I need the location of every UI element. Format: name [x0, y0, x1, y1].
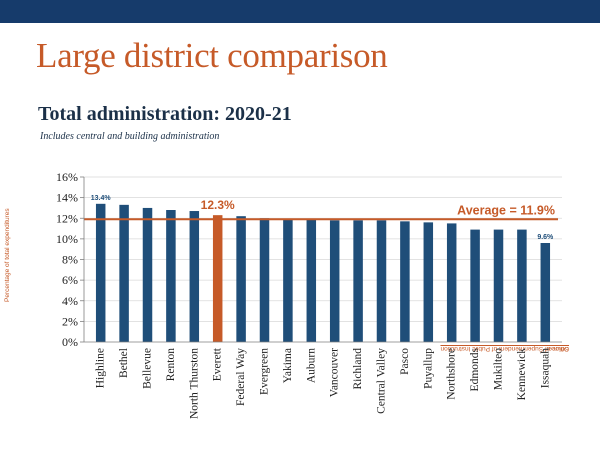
bar-vancouver	[329, 220, 340, 342]
y-tick-label: 2%	[62, 314, 78, 328]
bar-issaquah	[540, 243, 551, 342]
x-tick-label: Bethel	[118, 348, 130, 378]
y-tick-label: 8%	[62, 253, 78, 267]
chart-subtitle: Includes central and building administra…	[40, 131, 220, 142]
bar-richland	[353, 220, 363, 342]
x-tick-label: Puyallup	[422, 348, 434, 389]
data-label: 9.6%	[537, 234, 554, 241]
x-tick-label: Richland	[352, 348, 364, 390]
y-tick-label: 14%	[56, 191, 78, 205]
bar-central-valley	[376, 220, 387, 342]
x-tick-label: Bellevue	[142, 348, 154, 389]
x-tick-label: Federal Way	[235, 348, 247, 406]
y-tick-label: 16%	[56, 170, 78, 184]
bar-highline	[95, 203, 106, 342]
bar-renton	[166, 210, 176, 342]
bar-auburn	[306, 219, 317, 342]
bar-everett	[212, 215, 223, 342]
bar-evergreen	[259, 218, 270, 342]
bar-federal-way	[236, 216, 246, 342]
bar-edmonds	[470, 229, 480, 342]
bars	[95, 203, 551, 342]
gridlines	[84, 176, 562, 322]
bar-northshore	[446, 223, 457, 342]
x-tick-label: Renton	[165, 348, 177, 381]
x-tick-label: North Thurston	[188, 348, 200, 419]
bar-bellevue	[142, 207, 153, 342]
bar-mukilteo	[493, 229, 504, 342]
x-tick-label: Everett	[212, 347, 224, 381]
x-tick-label: Issaquah	[539, 348, 551, 388]
data-label: 13.4%	[91, 195, 112, 202]
x-tick-label: Central Valley	[376, 348, 388, 414]
average-line-group: Average = 11.9%	[84, 203, 558, 221]
data-labels: 13.4% 12.3% 9.6%	[91, 195, 554, 241]
x-tick-label: Vancouver	[329, 348, 341, 397]
x-tick-label: Auburn	[305, 348, 317, 383]
x-tick-label: Northshore	[446, 348, 458, 400]
bar-north-thurston	[189, 211, 200, 342]
x-tick-label: Kennewick	[516, 348, 528, 401]
x-tick-label: Yakima	[282, 348, 294, 383]
x-tick-label: Edmonds	[469, 347, 481, 391]
slide-title: Large district comparison	[36, 36, 388, 75]
y-tick-label: 4%	[62, 294, 78, 308]
bar-puyallup	[423, 222, 434, 342]
average-label: Average = 11.9%	[457, 203, 555, 217]
y-tick-label: 12%	[56, 211, 78, 225]
x-tick-label: Highline	[95, 348, 107, 388]
bar-bethel	[119, 204, 129, 342]
x-tick-label: Mukilteo	[493, 348, 505, 390]
y-tick-label: 6%	[62, 273, 78, 287]
y-tick-label: 10%	[56, 232, 78, 246]
bar-pasco	[400, 221, 410, 342]
top-banner	[0, 0, 600, 23]
bar-yakima	[283, 219, 293, 342]
x-tick-label: Evergreen	[259, 348, 271, 395]
axes: 0% 2% 4% 6% 8% 10% 12% 14% 16% Highline Bethel Bell…	[56, 170, 562, 419]
x-tick-label: Pasco	[399, 348, 411, 375]
chart-title: Total administration: 2020-21	[38, 103, 292, 125]
bar-kennewick	[517, 229, 527, 342]
y-tick-label: 0%	[62, 335, 78, 349]
data-label: 12.3%	[201, 198, 235, 212]
